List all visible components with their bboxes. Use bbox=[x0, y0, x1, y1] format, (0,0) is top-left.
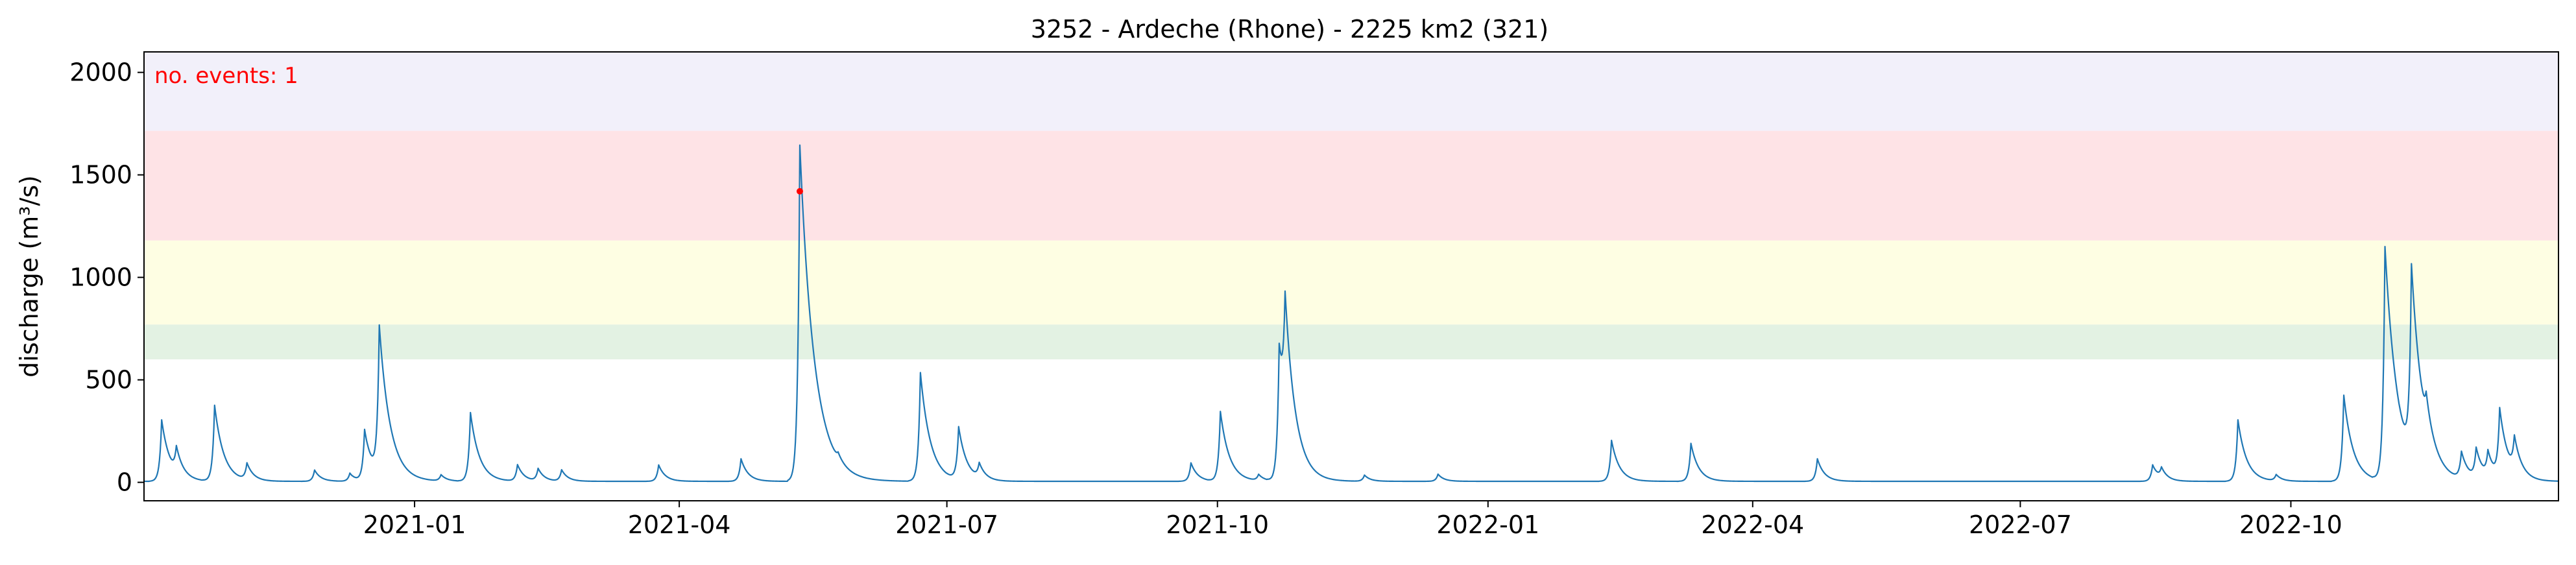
y-tick-label: 1500 bbox=[69, 161, 132, 189]
x-tick-label: 2021-01 bbox=[363, 511, 466, 539]
chart-title: 3252 - Ardeche (Rhone) - 2225 km2 (321) bbox=[1031, 15, 1548, 43]
x-axis: 2021-01 2021-04 2021-07 2021-10 2022-01 2022-… bbox=[363, 501, 2342, 539]
threshold-band-2 bbox=[144, 240, 2558, 325]
y-tick-label: 1000 bbox=[69, 263, 132, 292]
x-tick-label: 2021-07 bbox=[895, 511, 998, 539]
y-tick-label: 0 bbox=[117, 468, 132, 497]
x-tick-label: 2022-04 bbox=[1701, 511, 1804, 539]
x-tick-label: 2021-04 bbox=[628, 511, 731, 539]
event-markers bbox=[796, 187, 803, 195]
plot-frame bbox=[143, 51, 2559, 501]
threshold-band-4 bbox=[144, 52, 2558, 131]
threshold-bands bbox=[144, 52, 2558, 359]
y-tick-label: 2000 bbox=[69, 58, 132, 87]
x-tick-label: 2021-10 bbox=[1166, 511, 1269, 539]
y-axis: 0 500 1000 1500 2000 bbox=[69, 58, 144, 497]
threshold-band-3 bbox=[144, 130, 2558, 241]
x-tick-label: 2022-07 bbox=[1969, 511, 2072, 539]
series-layer bbox=[144, 144, 2559, 483]
y-axis-label: discharge (m³/s) bbox=[15, 175, 43, 378]
event-marker-1 bbox=[796, 187, 803, 195]
series-line-1 bbox=[144, 144, 2559, 483]
y-tick-label: 500 bbox=[85, 366, 132, 394]
x-tick-label: 2022-01 bbox=[1436, 511, 1539, 539]
events-count-label: no. events: 1 bbox=[154, 63, 298, 89]
x-tick-label: 2022-10 bbox=[2239, 511, 2342, 539]
threshold-band-1 bbox=[144, 324, 2558, 359]
